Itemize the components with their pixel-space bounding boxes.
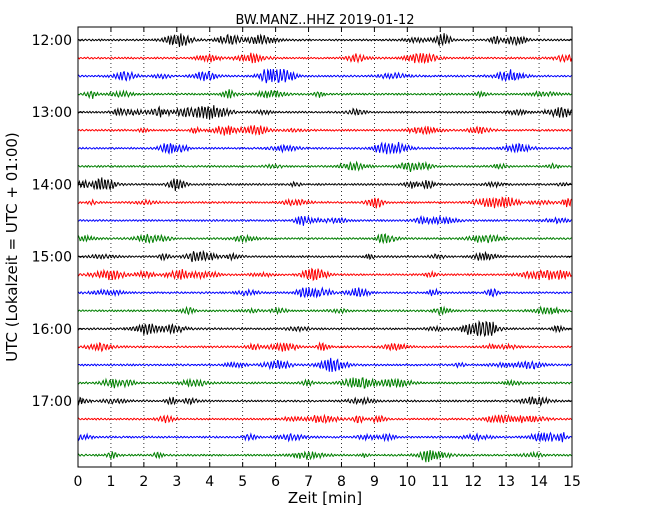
- y-tick-label: 16:00: [32, 322, 72, 338]
- grid-lines: [110, 27, 540, 467]
- trace-23: [77, 431, 572, 443]
- trace-10: [77, 196, 572, 209]
- trace-9: [77, 177, 572, 192]
- x-axis-ticks: 0 1 2 3 4 5 6 7 8 9 10 11 12 13 14 15: [74, 27, 581, 490]
- trace-13: [77, 249, 572, 263]
- trace-22: [77, 413, 572, 425]
- trace-15: [77, 286, 572, 299]
- y-tick-label: 14:00: [32, 177, 72, 193]
- x-tick-label: 15: [563, 474, 581, 490]
- trace-7: [77, 141, 572, 155]
- trace-11: [77, 214, 572, 226]
- trace-18: [77, 341, 572, 353]
- y-tick-label: 13:00: [32, 105, 72, 121]
- trace-20: [77, 377, 572, 389]
- x-tick-label: 13: [497, 474, 515, 490]
- y-axis-label: UTC (Lokalzeit = UTC + 01:00): [3, 132, 21, 362]
- x-tick-label: 4: [205, 474, 214, 490]
- x-tick-label: 5: [238, 474, 247, 490]
- trace-5: [77, 105, 572, 120]
- seismic-traces: [77, 33, 572, 463]
- trace-21: [77, 396, 572, 407]
- chart-title: BW.MANZ..HHZ 2019-01-12: [235, 13, 414, 28]
- trace-24: [77, 450, 572, 463]
- trace-8: [77, 160, 572, 172]
- trace-12: [77, 233, 572, 245]
- trace-16: [77, 305, 572, 317]
- trace-6: [77, 125, 572, 136]
- x-tick-label: 2: [139, 474, 148, 490]
- trace-1: [77, 33, 572, 48]
- trace-14: [77, 267, 572, 282]
- x-tick-label: 3: [172, 474, 181, 490]
- x-tick-label: 14: [530, 474, 548, 490]
- trace-17: [77, 319, 572, 338]
- x-tick-label: 9: [370, 474, 379, 490]
- y-tick-label: 17:00: [32, 394, 72, 410]
- x-tick-label: 6: [271, 474, 280, 490]
- trace-4: [77, 88, 572, 100]
- x-tick-label: 10: [398, 474, 416, 490]
- y-axis-ticks: 12:00 13:00 14:00 15:00 16:00 17:00: [32, 33, 572, 410]
- y-tick-label: 12:00: [32, 33, 72, 49]
- plot-frame: [77, 26, 573, 468]
- x-tick-label: 8: [337, 474, 346, 490]
- x-tick-label: 1: [106, 474, 115, 490]
- trace-19: [77, 357, 572, 372]
- x-tick-label: 12: [464, 474, 482, 490]
- x-axis-label: Zeit [min]: [288, 489, 362, 507]
- x-tick-label: 7: [304, 474, 313, 490]
- x-tick-label: 0: [74, 474, 83, 490]
- trace-3: [77, 68, 572, 84]
- trace-2: [77, 52, 572, 65]
- x-tick-label: 11: [431, 474, 449, 490]
- y-tick-label: 15:00: [32, 250, 72, 266]
